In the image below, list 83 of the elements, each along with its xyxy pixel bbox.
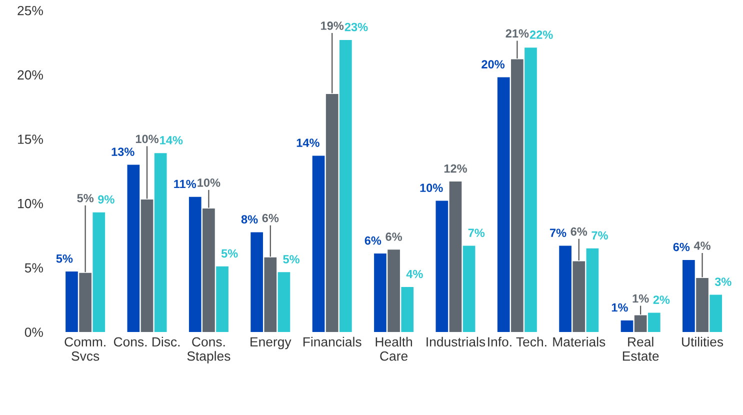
- bar: [586, 248, 599, 332]
- bar: [682, 260, 695, 332]
- y-tick-label: 5%: [24, 263, 43, 273]
- x-tick-label: Comm. Svcs: [64, 337, 106, 361]
- bar: [326, 94, 338, 332]
- y-tick-label: 20%: [18, 70, 43, 80]
- x-tick-label: Cons. Staples: [187, 337, 230, 364]
- data-label: 8%: [241, 215, 258, 224]
- y-tick-label: 15%: [18, 134, 43, 144]
- bar: [140, 199, 154, 332]
- bar: [188, 196, 202, 332]
- bar: [312, 156, 325, 332]
- data-label: 6%: [673, 242, 690, 252]
- data-label: 7%: [592, 231, 608, 240]
- data-label: 14%: [296, 138, 320, 147]
- data-label: 5%: [77, 194, 94, 202]
- bar: [524, 48, 537, 332]
- bar: [216, 266, 228, 332]
- data-label: 11%: [174, 180, 196, 188]
- data-label: 5%: [221, 249, 238, 258]
- data-label: 21%: [506, 29, 529, 38]
- x-tick-label: Real Estate: [622, 336, 659, 361]
- bar: [620, 320, 634, 332]
- bar: [278, 272, 290, 332]
- data-label: 4%: [694, 242, 710, 250]
- bar: [511, 59, 524, 332]
- data-label: 6%: [364, 236, 382, 245]
- data-label: 5%: [283, 255, 300, 264]
- data-label: 2%: [653, 296, 670, 304]
- data-label: 22%: [530, 30, 553, 39]
- bar: [648, 312, 660, 332]
- data-label: 10%: [420, 184, 443, 192]
- data-label: 10%: [136, 134, 159, 144]
- data-label: 5%: [56, 254, 73, 263]
- bar: [66, 272, 78, 332]
- data-label: 1%: [612, 303, 628, 312]
- bar: [79, 272, 92, 332]
- bar: [388, 250, 400, 332]
- y-tick-label: 10%: [18, 198, 43, 208]
- x-tick-label: Energy: [250, 337, 292, 350]
- data-label: 12%: [444, 164, 467, 173]
- bar: [497, 77, 510, 332]
- y-tick-label: 0%: [24, 328, 43, 337]
- bar: [634, 315, 647, 332]
- bar: [462, 246, 476, 332]
- bar: [696, 278, 708, 332]
- bar: [572, 261, 586, 332]
- bar: [436, 200, 448, 332]
- data-label: 13%: [112, 148, 134, 156]
- bar: [710, 294, 722, 332]
- data-label: 7%: [550, 228, 566, 238]
- bar: [127, 164, 140, 332]
- data-label: 14%: [160, 136, 183, 144]
- bar: [374, 254, 386, 332]
- data-label: 3%: [714, 278, 732, 286]
- bar: [250, 232, 263, 332]
- bar: [401, 286, 414, 332]
- bar: [340, 40, 352, 332]
- x-tick-label: Info. Tech.: [488, 336, 546, 347]
- x-tick-label: Industrials: [426, 336, 486, 347]
- data-label: 6%: [262, 214, 279, 222]
- x-tick-label: Materials: [553, 336, 606, 347]
- data-label: 6%: [386, 232, 402, 241]
- data-label: 19%: [321, 22, 344, 30]
- x-tick-label: Financials: [303, 336, 362, 347]
- data-label: 9%: [98, 195, 114, 204]
- bar: [264, 257, 277, 332]
- data-label: 1%: [632, 294, 649, 303]
- y-tick-label: 25%: [18, 6, 43, 16]
- x-tick-label: Cons. Disc.: [114, 336, 180, 347]
- x-tick-label: Utilities: [682, 336, 724, 347]
- bar: [449, 181, 462, 332]
- bar: [92, 212, 106, 332]
- data-label: 7%: [468, 228, 485, 238]
- bar: [154, 153, 167, 332]
- bar: [202, 208, 215, 332]
- data-label: 10%: [198, 178, 220, 187]
- data-label: 6%: [570, 227, 588, 236]
- bar: [559, 246, 572, 332]
- data-label: 4%: [406, 270, 423, 278]
- data-label: 23%: [344, 22, 368, 32]
- x-tick-label: Health Care: [376, 336, 412, 361]
- data-label: 20%: [482, 60, 505, 69]
